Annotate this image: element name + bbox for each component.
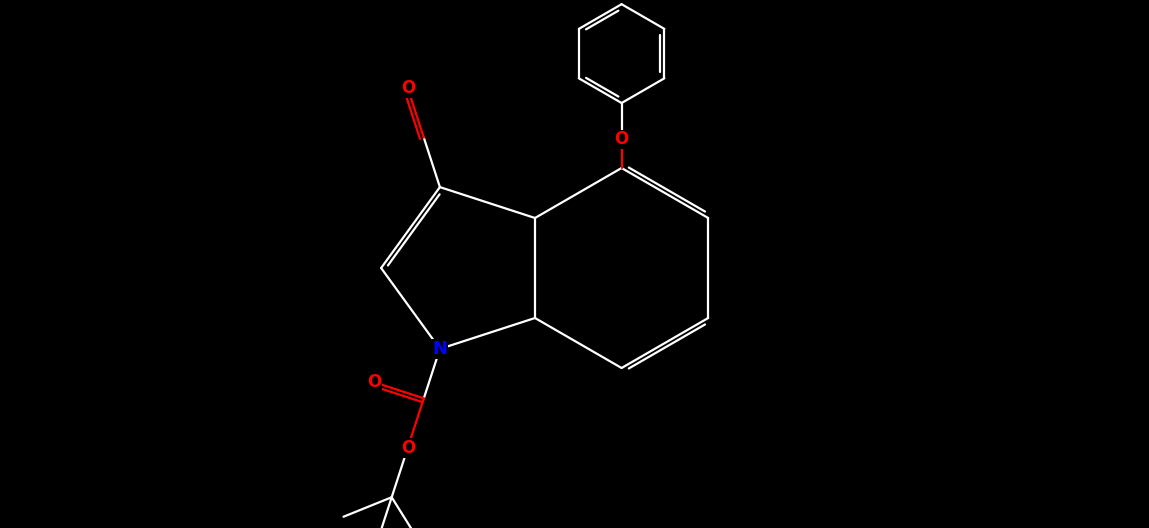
Text: O: O <box>368 373 381 391</box>
Text: N: N <box>432 340 447 358</box>
Text: O: O <box>401 79 415 97</box>
Text: O: O <box>401 439 415 457</box>
Text: O: O <box>615 130 629 148</box>
